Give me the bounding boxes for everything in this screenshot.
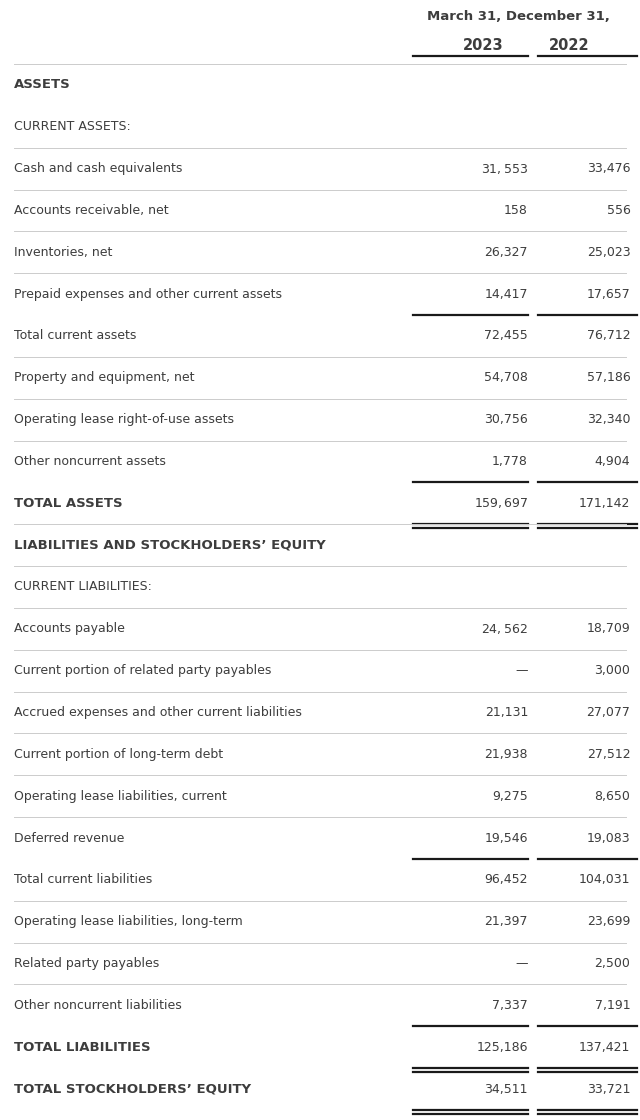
Text: Operating lease liabilities, long-term: Operating lease liabilities, long-term [14, 915, 243, 928]
Text: 33,476: 33,476 [587, 162, 630, 175]
Text: 7,337: 7,337 [492, 999, 528, 1011]
Text: 158: 158 [504, 204, 528, 217]
Text: $ 159,697 $: $ 159,697 $ [474, 496, 528, 511]
Text: Cash and cash equivalents: Cash and cash equivalents [14, 162, 182, 175]
Text: 4,904: 4,904 [595, 455, 630, 468]
Text: 18,709: 18,709 [587, 623, 630, 635]
Text: 17,657: 17,657 [587, 288, 630, 300]
Text: 26,327: 26,327 [484, 245, 528, 259]
Text: ASSETS: ASSETS [14, 78, 71, 92]
Text: 171,142: 171,142 [579, 497, 630, 510]
Text: Other noncurrent liabilities: Other noncurrent liabilities [14, 999, 182, 1011]
Text: March 31, December 31,: March 31, December 31, [427, 10, 610, 24]
Text: 19,083: 19,083 [587, 831, 630, 844]
Text: TOTAL LIABILITIES: TOTAL LIABILITIES [14, 1040, 150, 1054]
Text: Operating lease liabilities, current: Operating lease liabilities, current [14, 790, 227, 803]
Text: Prepaid expenses and other current assets: Prepaid expenses and other current asset… [14, 288, 282, 300]
Text: 2022: 2022 [549, 38, 590, 53]
Text: 556: 556 [607, 204, 630, 217]
Text: 25,023: 25,023 [587, 245, 630, 259]
Text: 27,512: 27,512 [587, 748, 630, 760]
Text: 33,721: 33,721 [587, 1083, 630, 1095]
Text: 2,500: 2,500 [595, 958, 630, 970]
Text: Operating lease right-of-use assets: Operating lease right-of-use assets [14, 413, 234, 426]
Text: 104,031: 104,031 [579, 874, 630, 886]
Text: CURRENT LIABILITIES:: CURRENT LIABILITIES: [14, 580, 152, 594]
Text: Related party payables: Related party payables [14, 958, 159, 970]
Text: Total current liabilities: Total current liabilities [14, 874, 152, 886]
Text: 125,186: 125,186 [477, 1040, 528, 1054]
Text: 21,397: 21,397 [484, 915, 528, 928]
Text: Inventories, net: Inventories, net [14, 245, 113, 259]
Text: Accounts receivable, net: Accounts receivable, net [14, 204, 168, 217]
Text: TOTAL ASSETS: TOTAL ASSETS [14, 497, 123, 510]
Text: 76,712: 76,712 [587, 329, 630, 343]
Text: —: — [515, 664, 528, 678]
Text: 3,000: 3,000 [595, 664, 630, 678]
Text: 14,417: 14,417 [484, 288, 528, 300]
Text: Property and equipment, net: Property and equipment, net [14, 372, 195, 384]
Text: 32,340: 32,340 [587, 413, 630, 426]
Text: Accounts payable: Accounts payable [14, 623, 125, 635]
Text: 23,699: 23,699 [587, 915, 630, 928]
Text: 21,131: 21,131 [484, 706, 528, 719]
Text: 72,455: 72,455 [484, 329, 528, 343]
Text: Accrued expenses and other current liabilities: Accrued expenses and other current liabi… [14, 706, 302, 719]
Text: 34,511: 34,511 [484, 1083, 528, 1095]
Text: 57,186: 57,186 [587, 372, 630, 384]
Text: $ 24,562 $: $ 24,562 $ [481, 622, 528, 636]
Text: Total current assets: Total current assets [14, 329, 136, 343]
Text: 19,546: 19,546 [484, 831, 528, 844]
Text: 96,452: 96,452 [484, 874, 528, 886]
Text: Current portion of long-term debt: Current portion of long-term debt [14, 748, 223, 760]
Text: Deferred revenue: Deferred revenue [14, 831, 124, 844]
Text: 8,650: 8,650 [595, 790, 630, 803]
Text: $ 31,553 $: $ 31,553 $ [481, 161, 528, 176]
Text: CURRENT ASSETS:: CURRENT ASSETS: [14, 120, 131, 133]
Text: 30,756: 30,756 [484, 413, 528, 426]
Text: 54,708: 54,708 [484, 372, 528, 384]
Text: 2023: 2023 [463, 38, 504, 53]
Text: 137,421: 137,421 [579, 1040, 630, 1054]
Text: 21,938: 21,938 [484, 748, 528, 760]
Text: Current portion of related party payables: Current portion of related party payable… [14, 664, 271, 678]
Text: —: — [515, 958, 528, 970]
Text: 27,077: 27,077 [586, 706, 630, 719]
Text: 7,191: 7,191 [595, 999, 630, 1011]
Text: 9,275: 9,275 [492, 790, 528, 803]
Text: TOTAL STOCKHOLDERS’ EQUITY: TOTAL STOCKHOLDERS’ EQUITY [14, 1083, 251, 1095]
Text: 1,778: 1,778 [492, 455, 528, 468]
Text: Other noncurrent assets: Other noncurrent assets [14, 455, 166, 468]
Text: LIABILITIES AND STOCKHOLDERS’ EQUITY: LIABILITIES AND STOCKHOLDERS’ EQUITY [14, 539, 326, 552]
